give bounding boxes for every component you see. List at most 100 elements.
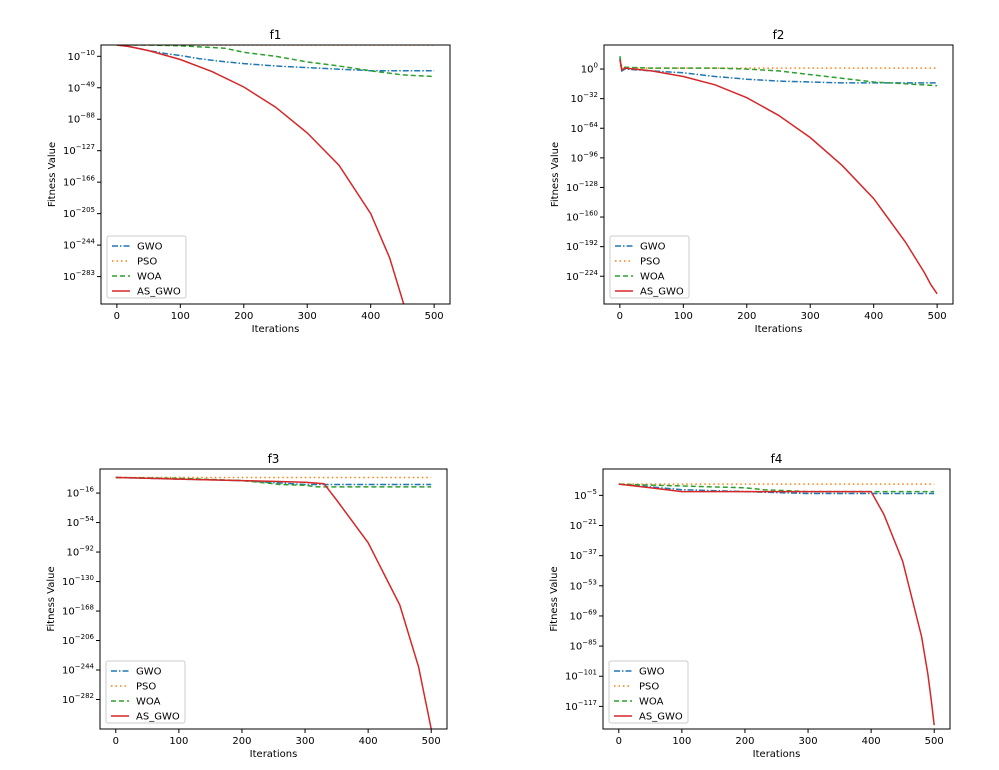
x-tick-label: 400 xyxy=(361,311,380,322)
y-tick-label: 10−160 xyxy=(566,210,598,224)
y-tick-label: 10−166 xyxy=(63,175,96,189)
y-tick-label: 10−69 xyxy=(569,608,597,622)
chart-title: f4 xyxy=(771,452,783,466)
series-line-woa xyxy=(116,45,435,78)
subplot-f2: f2 0 100 200 300 400 500 100 10−32 10−64 10−96 10−1… xyxy=(550,28,954,335)
legend-label: PSO xyxy=(640,257,660,268)
series-line-as-gwo xyxy=(618,483,935,726)
y-tick-label: 10−282 xyxy=(62,692,94,706)
legend-label: WOA xyxy=(639,697,664,708)
series-line-gwo xyxy=(619,57,938,84)
y-tick-label: 10−21 xyxy=(569,518,597,532)
y-tick-label: 10−283 xyxy=(63,269,95,283)
y-axis-label: Fitness Value xyxy=(47,142,58,207)
series-line-gwo xyxy=(115,476,432,486)
y-tick-label: 10−244 xyxy=(63,238,96,252)
y-axis-label: Fitness Value xyxy=(549,566,560,631)
x-tick-label: 400 xyxy=(862,736,881,747)
legend-label: GWO xyxy=(137,242,163,253)
x-tick-label: 500 xyxy=(422,736,441,747)
series-line-as-gwo xyxy=(619,59,938,295)
x-tick-label: 0 xyxy=(617,311,623,322)
y-tick-label: 10−85 xyxy=(569,639,597,653)
y-tick-label: 10−168 xyxy=(62,604,94,618)
y-axis-label: Fitness Value xyxy=(550,142,561,207)
legend-label: WOA xyxy=(136,697,161,708)
y-tick-label: 10−49 xyxy=(67,80,95,94)
x-tick-label: 200 xyxy=(232,736,251,747)
legend-label: AS_GWO xyxy=(136,712,180,723)
y-tick-label: 10−32 xyxy=(570,91,598,105)
x-tick-label: 500 xyxy=(425,311,444,322)
legend-label: GWO xyxy=(640,242,666,253)
x-tick-label: 100 xyxy=(169,736,188,747)
x-tick-label: 400 xyxy=(864,311,883,322)
x-tick-label: 200 xyxy=(234,311,253,322)
axes-frame xyxy=(99,468,448,730)
y-tick-label: 10−101 xyxy=(565,669,597,683)
series-line-as-gwo xyxy=(115,476,432,729)
x-tick-label: 300 xyxy=(298,311,317,322)
y-tick-label: 10−192 xyxy=(566,239,598,253)
y-tick-label: 10−130 xyxy=(62,574,94,588)
legend: GWO PSO WOA AS_GWO xyxy=(608,660,689,724)
x-tick-label: 500 xyxy=(925,736,944,747)
y-tick-label: 10−127 xyxy=(63,143,95,157)
legend-label: PSO xyxy=(136,682,156,693)
x-axis-label: Iterations xyxy=(753,749,801,760)
legend-box xyxy=(609,235,690,299)
y-tick-label: 10−64 xyxy=(570,121,598,135)
subplot-f1: f1 0 100 200 300 400 500 10−10 10−49 10−88 10−127 1… xyxy=(47,28,451,335)
y-tick-label: 10−205 xyxy=(63,206,95,220)
axes-frame xyxy=(100,44,451,305)
legend-label: AS_GWO xyxy=(137,287,181,298)
legend-label: WOA xyxy=(137,272,162,283)
x-tick-label: 200 xyxy=(735,736,754,747)
legend: GWO PSO WOA AS_GWO xyxy=(105,660,186,724)
y-tick-label: 10−53 xyxy=(569,578,597,592)
y-tick-label: 10−128 xyxy=(566,180,598,194)
subplot-f4: f4 0 100 200 300 400 500 10−5 10−21 10−37 10−53 10−… xyxy=(549,452,951,760)
legend-box xyxy=(106,235,187,299)
y-tick-label: 10−16 xyxy=(66,486,94,500)
series-group xyxy=(619,55,938,295)
series-line-woa xyxy=(619,55,938,87)
x-tick-label: 400 xyxy=(359,736,378,747)
y-tick-label: 10−88 xyxy=(67,112,95,126)
y-axis-label: Fitness Value xyxy=(46,566,57,631)
x-axis-label: Iterations xyxy=(252,324,300,335)
chart-title: f1 xyxy=(270,28,282,42)
y-tick-label: 10−224 xyxy=(566,269,599,283)
chart-title: f2 xyxy=(773,28,785,42)
x-tick-label: 300 xyxy=(295,736,314,747)
x-tick-label: 0 xyxy=(616,736,622,747)
x-tick-label: 500 xyxy=(928,311,947,322)
x-tick-label: 0 xyxy=(114,311,120,322)
legend-label: PSO xyxy=(137,257,157,268)
x-tick-label: 0 xyxy=(113,736,119,747)
legend-label: PSO xyxy=(639,682,659,693)
y-tick-label: 10−117 xyxy=(565,699,597,713)
chart-title: f3 xyxy=(268,452,280,466)
series-line-gwo xyxy=(116,45,435,72)
legend: GWO PSO WOA AS_GWO xyxy=(609,235,690,299)
legend: GWO PSO WOA AS_GWO xyxy=(106,235,187,299)
x-tick-label: 100 xyxy=(672,736,691,747)
y-tick-label: 10−5 xyxy=(574,488,597,502)
y-tick-label: 10−206 xyxy=(62,633,95,647)
legend-label: WOA xyxy=(640,272,665,283)
legend-label: AS_GWO xyxy=(640,287,684,298)
x-axis-label: Iterations xyxy=(755,324,803,335)
legend-label: GWO xyxy=(639,667,665,678)
y-tick-label: 10−54 xyxy=(66,515,94,529)
y-tick-label: 10−244 xyxy=(62,663,95,677)
series-group xyxy=(115,476,432,729)
series-group xyxy=(116,45,435,304)
y-tick-label: 10−96 xyxy=(570,150,598,164)
legend-box xyxy=(105,660,186,724)
x-axis-label: Iterations xyxy=(250,749,298,760)
series-group xyxy=(618,483,935,726)
series-line-as-gwo xyxy=(116,45,405,304)
axes-frame xyxy=(602,468,951,730)
